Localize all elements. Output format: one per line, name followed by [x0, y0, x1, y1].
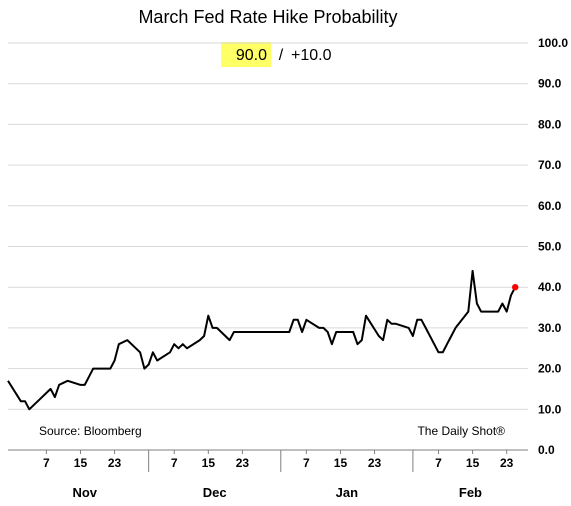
y-tick-label: 20.0: [538, 362, 562, 376]
series-end-marker: [512, 284, 519, 291]
x-tick-label: 7: [43, 456, 50, 470]
x-tick-label: 23: [108, 456, 122, 470]
month-label: Nov: [72, 485, 97, 500]
month-label: Dec: [203, 485, 227, 500]
y-tick-label: 90.0: [538, 77, 562, 91]
highlight-background: [221, 42, 271, 67]
month-label: Jan: [336, 485, 358, 500]
x-tick-label: 15: [466, 456, 480, 470]
y-tick-label: 10.0: [538, 402, 562, 416]
y-axis-ticks: 0.0 10.0 20.0 30.0 40.0 50.0 60.0 70.0 80.0 90.0 1…: [538, 36, 568, 457]
x-tick-label: 15: [74, 456, 88, 470]
series-layer: [7, 269, 519, 411]
y-tick-label: 70.0: [538, 158, 562, 172]
y-tick-label: 30.0: [538, 321, 562, 335]
x-tick-label: 23: [368, 456, 382, 470]
x-tick-label: 7: [303, 456, 310, 470]
month-label: Feb: [459, 485, 482, 500]
source-note: Source: Bloomberg: [39, 424, 142, 438]
y-tick-label: 0.0: [538, 443, 555, 457]
highlight-separator: /: [279, 47, 284, 64]
chart-title: March Fed Rate Hike Probability: [138, 7, 397, 27]
gridlines: [8, 42, 528, 410]
credit-note: The Daily Shot®: [417, 424, 505, 438]
y-tick-label: 60.0: [538, 199, 562, 213]
x-axis: Nov Dec Jan Feb 7 15 23 7 15 23 7 15 23 7 15 23: [8, 449, 528, 500]
y-tick-label: 80.0: [538, 117, 562, 131]
x-tick-label: 7: [435, 456, 442, 470]
series-line: [7, 269, 517, 411]
highlight-change: +10.0: [291, 47, 332, 64]
x-tick-label: 15: [334, 456, 348, 470]
x-tick-label: 23: [500, 456, 514, 470]
y-tick-label: 50.0: [538, 240, 562, 254]
highlight-box: 90.0 / +10.0: [221, 42, 332, 67]
y-tick-label: 100.0: [538, 36, 568, 50]
y-tick-label: 40.0: [538, 280, 562, 294]
x-tick-label: 7: [171, 456, 178, 470]
x-tick-label: 23: [236, 456, 250, 470]
highlight-value: 90.0: [236, 47, 267, 64]
x-tick-label: 15: [202, 456, 216, 470]
